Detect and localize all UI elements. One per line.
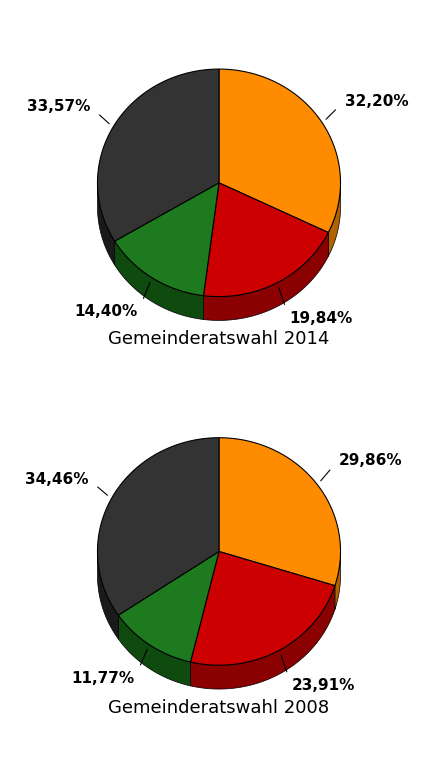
Polygon shape	[98, 438, 219, 615]
Text: Gemeinderatswahl 2014: Gemeinderatswahl 2014	[108, 330, 330, 348]
Polygon shape	[98, 552, 118, 639]
Polygon shape	[328, 184, 340, 257]
Text: 19,84%: 19,84%	[290, 311, 353, 326]
Text: 34,46%: 34,46%	[25, 472, 88, 487]
Polygon shape	[204, 233, 328, 320]
Polygon shape	[118, 551, 219, 662]
Text: 11,77%: 11,77%	[71, 670, 134, 686]
Polygon shape	[191, 551, 335, 665]
Polygon shape	[98, 184, 115, 265]
Text: 23,91%: 23,91%	[292, 678, 355, 694]
Polygon shape	[219, 69, 340, 233]
Text: 29,86%: 29,86%	[339, 453, 402, 468]
Polygon shape	[115, 241, 204, 319]
Polygon shape	[191, 586, 335, 689]
Polygon shape	[219, 438, 340, 586]
Polygon shape	[98, 69, 219, 241]
Polygon shape	[118, 615, 191, 686]
Text: 14,40%: 14,40%	[74, 304, 138, 319]
Text: 33,57%: 33,57%	[27, 99, 90, 114]
Polygon shape	[204, 183, 328, 296]
Polygon shape	[115, 183, 219, 296]
Polygon shape	[335, 552, 340, 610]
Text: 32,20%: 32,20%	[345, 94, 408, 108]
Text: Gemeinderatswahl 2008: Gemeinderatswahl 2008	[109, 699, 329, 717]
